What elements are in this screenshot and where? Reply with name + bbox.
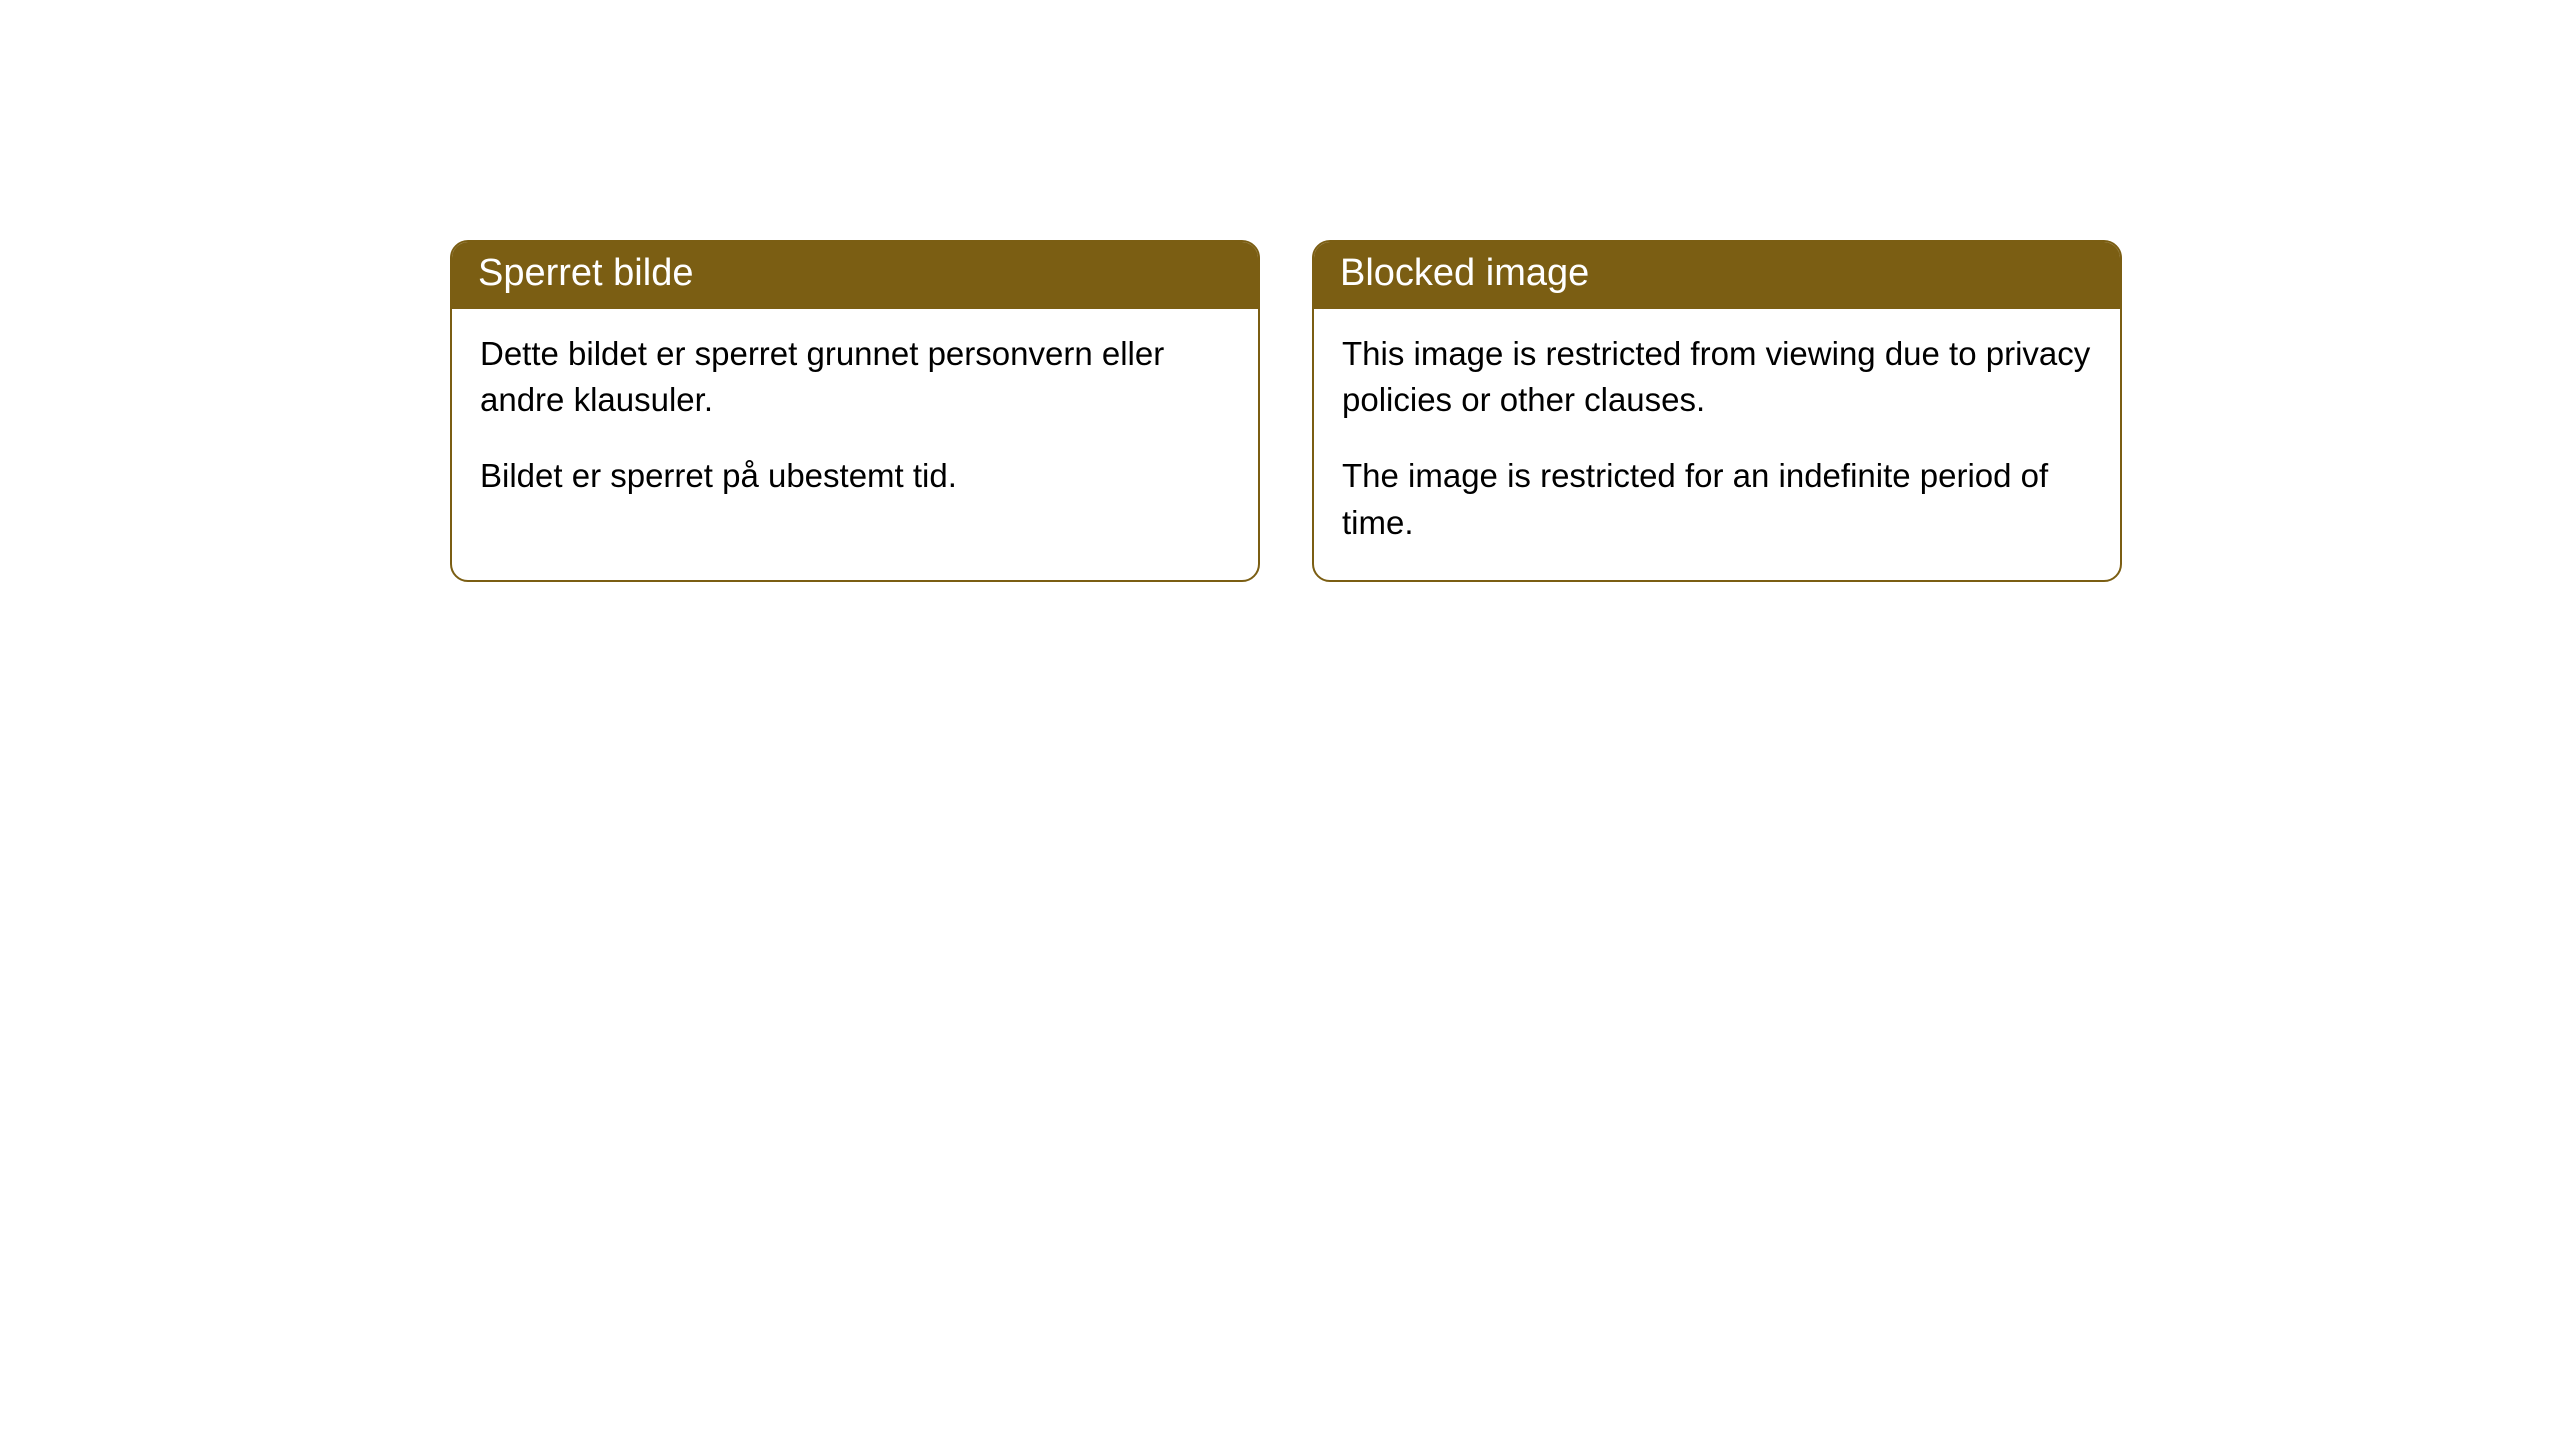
card-header: Blocked image [1314,242,2120,309]
notice-text-2: Bildet er sperret på ubestemt tid. [480,453,1230,499]
notice-text-1: This image is restricted from viewing du… [1342,331,2092,423]
notice-container: Sperret bilde Dette bildet er sperret gr… [0,0,2560,582]
notice-text-1: Dette bildet er sperret grunnet personve… [480,331,1230,423]
notice-text-2: The image is restricted for an indefinit… [1342,453,2092,545]
notice-card-norwegian: Sperret bilde Dette bildet er sperret gr… [450,240,1260,582]
card-body: This image is restricted from viewing du… [1314,309,2120,580]
notice-card-english: Blocked image This image is restricted f… [1312,240,2122,582]
card-header: Sperret bilde [452,242,1258,309]
card-body: Dette bildet er sperret grunnet personve… [452,309,1258,534]
